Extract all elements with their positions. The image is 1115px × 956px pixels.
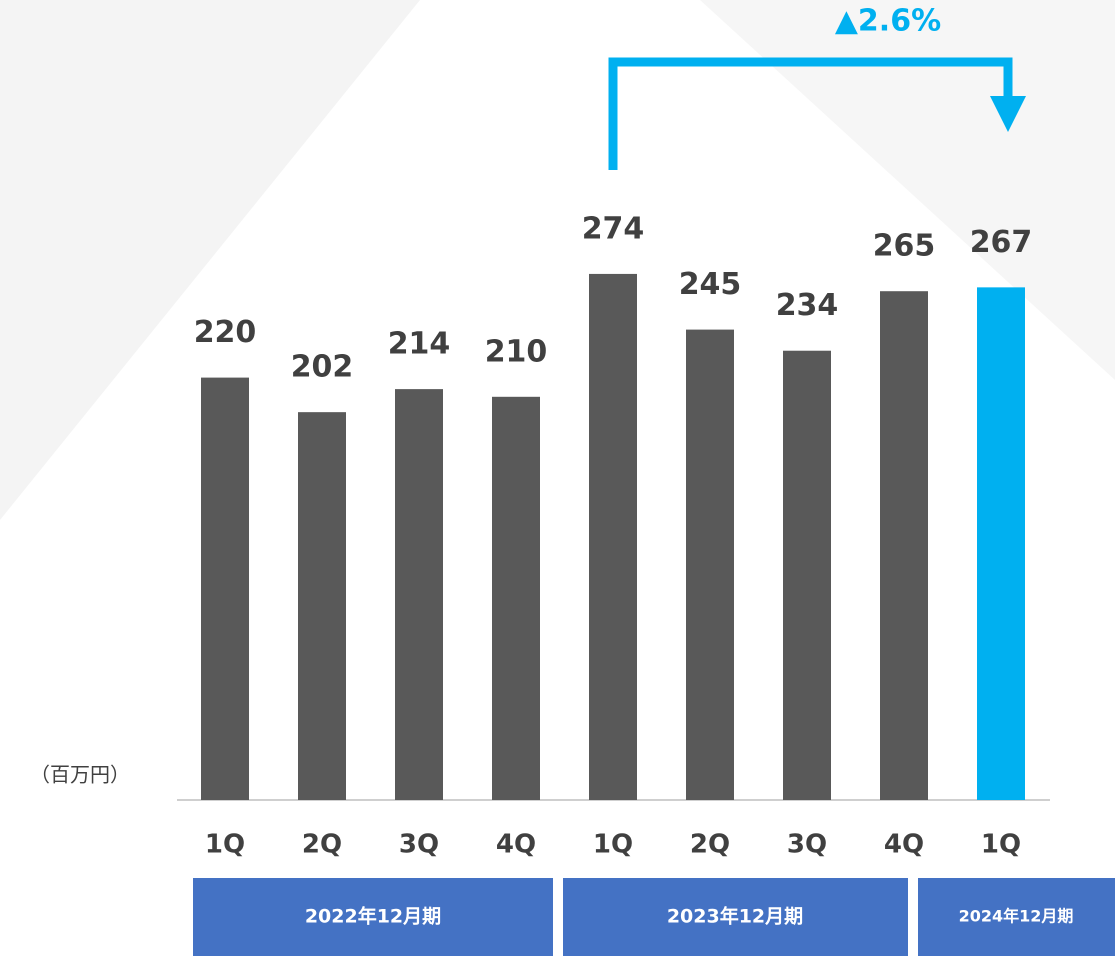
value-label: 265	[873, 229, 936, 264]
x-tick-label: 1Q	[593, 830, 633, 860]
bar	[880, 291, 928, 800]
x-tick-label: 1Q	[981, 830, 1021, 860]
arrow-head	[990, 96, 1026, 132]
bar	[395, 389, 443, 800]
group-box	[563, 878, 908, 956]
bar	[201, 377, 249, 800]
value-label: 267	[970, 225, 1033, 260]
background-shape	[0, 0, 420, 520]
x-tick-label: 4Q	[884, 830, 924, 860]
bar	[298, 412, 346, 800]
group-label: 2024年12月期	[959, 907, 1074, 926]
group-box	[193, 878, 553, 956]
group-box	[918, 878, 1115, 956]
value-label: 220	[194, 315, 257, 350]
group-label: 2022年12月期	[305, 905, 441, 928]
value-label: 234	[776, 288, 839, 323]
x-tick-label: 2Q	[690, 830, 730, 860]
bar	[686, 329, 734, 800]
bar	[589, 273, 637, 800]
change-arrow	[608, 57, 1013, 170]
change-annotation: ▲2.6%	[835, 4, 941, 39]
bar	[783, 350, 831, 800]
x-tick-label: 2Q	[302, 830, 342, 860]
value-label: 245	[679, 267, 742, 302]
bar	[977, 287, 1025, 800]
x-tick-label: 3Q	[787, 830, 827, 860]
x-tick-label: 4Q	[496, 830, 536, 860]
value-label: 214	[388, 327, 451, 362]
group-label: 2023年12月期	[667, 905, 803, 928]
x-tick-label: 3Q	[399, 830, 439, 860]
x-tick-label: 1Q	[205, 830, 245, 860]
bar	[492, 396, 540, 800]
unit-label: （百万円）	[30, 763, 130, 787]
value-label: 202	[291, 350, 354, 385]
value-label: 274	[582, 211, 645, 246]
value-label: 210	[485, 334, 548, 369]
